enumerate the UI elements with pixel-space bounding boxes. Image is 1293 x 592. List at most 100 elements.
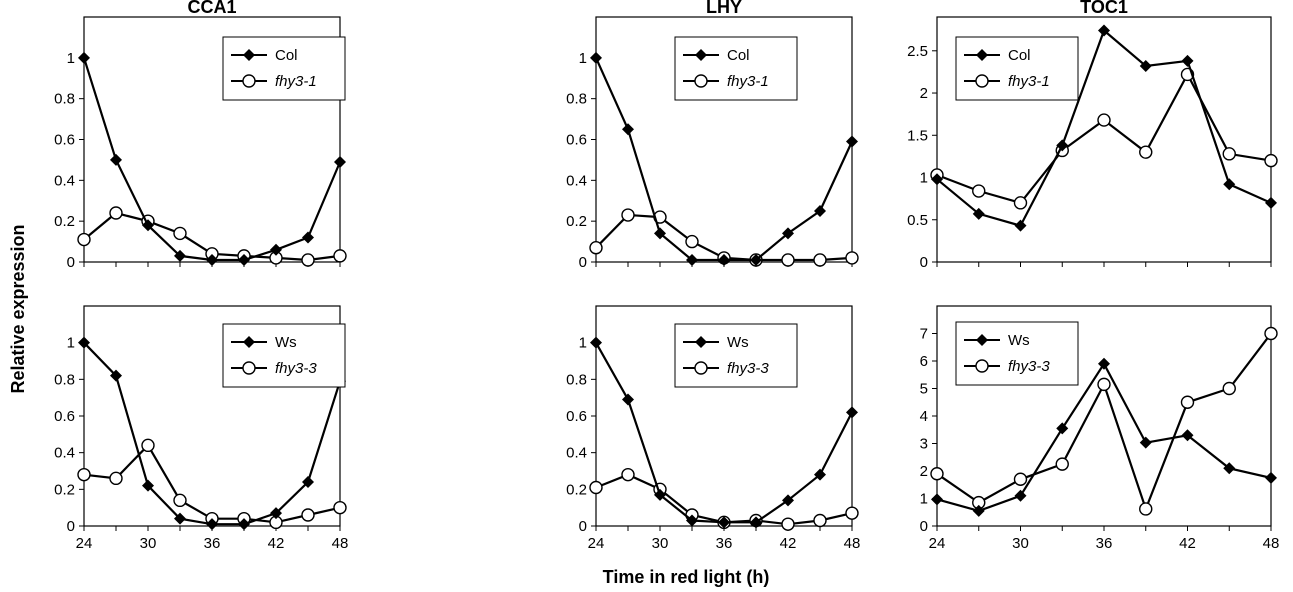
y-tick-label: 1 xyxy=(920,170,928,187)
diamond-marker xyxy=(782,227,794,240)
diamond-marker xyxy=(718,253,730,266)
diamond-marker xyxy=(972,504,985,517)
diamond-marker xyxy=(931,173,943,186)
legend: Col fhy3-1 xyxy=(222,36,346,101)
diamond-marker xyxy=(243,336,255,348)
y-tick-label: 0 xyxy=(579,254,587,271)
y-tick-label: 0.8 xyxy=(566,371,587,388)
y-tick-label: 0.2 xyxy=(566,481,587,498)
series-Col xyxy=(931,24,1277,232)
chart-panel-2: LHY 0 0.2 0.4 0.6 0.8 1 Col fhy3-1 xyxy=(566,0,859,271)
x-tick-label: 30 xyxy=(140,535,157,552)
y-tick-label: 0.4 xyxy=(566,172,587,189)
circle-marker xyxy=(173,493,187,508)
y-tick-label: 7 xyxy=(920,326,928,343)
chart-panel-6: 0 1 2 3 4 5 6 7 24 30 36 42 48 Ws fhy3-3 xyxy=(920,305,1280,552)
circle-marker xyxy=(813,253,827,267)
y-axis-label: Relative expression xyxy=(8,224,28,393)
diamond-marker xyxy=(1265,471,1277,484)
y-tick-label: 3 xyxy=(920,436,928,453)
circle-marker xyxy=(694,361,708,375)
legend-label: Col xyxy=(727,47,750,64)
legend-label: fhy3-3 xyxy=(1008,358,1050,375)
diamond-marker xyxy=(686,514,698,527)
y-tick-label: 0.6 xyxy=(54,408,75,425)
y-tick-label: 1 xyxy=(67,335,75,352)
circle-marker xyxy=(173,226,187,241)
diamond-marker xyxy=(976,334,988,346)
diamond-marker xyxy=(238,518,250,531)
diamond-marker xyxy=(695,49,707,61)
y-tick-label: 0 xyxy=(920,518,928,535)
legend-label: fhy3-1 xyxy=(275,73,317,90)
chart-panel-4: 0 0.2 0.4 0.6 0.8 1 24 30 36 42 48 Ws fhy3-3 xyxy=(54,305,348,552)
circle-marker xyxy=(845,506,859,520)
diamond-marker xyxy=(270,243,282,256)
diamond-marker xyxy=(1014,219,1027,232)
circle-marker xyxy=(975,359,989,373)
y-tick-label: 0.6 xyxy=(54,132,75,149)
diamond-marker xyxy=(302,476,314,488)
x-tick-label: 30 xyxy=(652,535,669,552)
legend-label: Ws xyxy=(1008,332,1030,349)
circle-marker xyxy=(1055,457,1069,471)
circle-marker xyxy=(685,234,699,249)
diamond-marker xyxy=(750,516,762,529)
diamond-marker xyxy=(78,336,90,349)
circle-marker xyxy=(781,517,795,531)
diamond-marker xyxy=(174,512,186,525)
diamond-marker xyxy=(695,336,707,348)
diamond-marker xyxy=(1014,489,1027,502)
diamond-marker xyxy=(590,51,602,64)
y-tick-label: 0.2 xyxy=(566,213,587,230)
diamond-marker xyxy=(622,393,634,406)
circle-marker xyxy=(621,208,635,222)
circle-marker xyxy=(930,467,944,481)
legend: Ws fhy3-3 xyxy=(674,323,798,388)
x-tick-label: 48 xyxy=(844,535,861,552)
diamond-marker xyxy=(750,253,762,266)
diamond-marker xyxy=(142,219,154,232)
legend-box xyxy=(222,323,346,388)
diamond-marker xyxy=(622,123,634,136)
series-Ws xyxy=(590,336,858,529)
diamond-marker xyxy=(654,488,666,501)
circle-marker xyxy=(1180,395,1195,409)
legend: Col fhy3-1 xyxy=(955,36,1079,101)
legend-label: Ws xyxy=(275,334,297,351)
diamond-marker xyxy=(110,369,122,382)
legend-label: Ws xyxy=(727,334,749,351)
x-tick-label: 36 xyxy=(716,535,733,552)
x-tick-label: 48 xyxy=(1263,535,1280,552)
y-tick-label: 0.8 xyxy=(54,91,75,108)
x-tick-label: 42 xyxy=(780,535,797,552)
diamond-marker xyxy=(1181,429,1194,442)
circle-marker xyxy=(242,74,256,88)
series-fhy3-3 xyxy=(930,326,1278,516)
y-tick-label: 1.5 xyxy=(907,127,928,144)
y-tick-label: 0.4 xyxy=(54,172,75,189)
y-tick-label: 0.6 xyxy=(566,132,587,149)
diamond-marker xyxy=(206,253,218,266)
diamond-marker xyxy=(931,493,943,506)
diamond-marker xyxy=(718,516,730,529)
circle-marker xyxy=(1139,502,1153,516)
diamond-marker xyxy=(1223,462,1236,475)
y-tick-label: 1 xyxy=(920,491,928,508)
legend-box xyxy=(674,36,798,101)
chart-title: TOC1 xyxy=(1080,0,1128,17)
y-tick-label: 1 xyxy=(579,335,587,352)
x-tick-label: 30 xyxy=(1012,535,1029,552)
legend-box xyxy=(955,321,1079,386)
diamond-marker xyxy=(142,479,154,492)
circle-marker xyxy=(694,74,708,88)
chart-panel-5: 0 0.2 0.4 0.6 0.8 1 24 30 36 42 48 Ws fhy3-3 xyxy=(566,305,861,552)
diamond-marker xyxy=(1223,178,1236,191)
diamond-marker xyxy=(846,135,858,148)
diamond-marker xyxy=(814,204,826,217)
circle-marker xyxy=(781,253,795,267)
legend-label: Col xyxy=(1008,47,1031,64)
y-tick-label: 4 xyxy=(920,408,928,425)
circle-marker xyxy=(333,249,347,263)
